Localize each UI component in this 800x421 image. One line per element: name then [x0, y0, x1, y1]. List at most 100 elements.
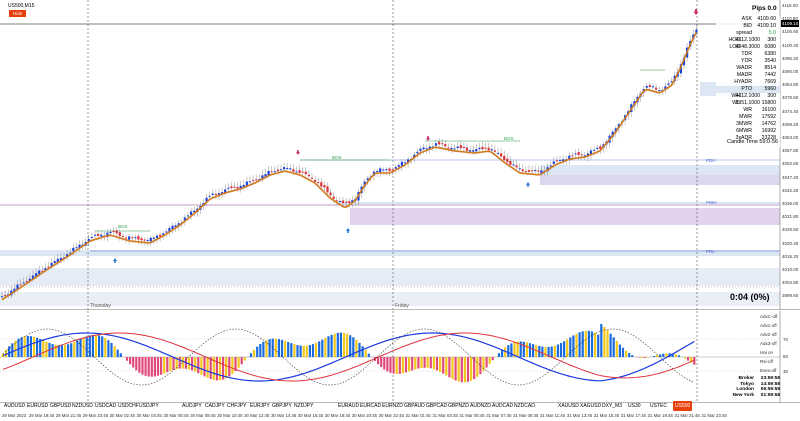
time-tick: 31 Mar 21:45: [674, 413, 700, 418]
histogram-bar: [652, 356, 656, 357]
symbol-button-chfjpy[interactable]: CHFJPY: [227, 403, 247, 409]
histogram-bar: [640, 357, 643, 358]
symbol-button-audcad[interactable]: AUDCAD: [492, 403, 514, 409]
symbol-button-audnzd[interactable]: AUDNZD: [470, 403, 491, 409]
candle: [134, 237, 137, 239]
histogram-bar: [129, 357, 132, 365]
symbol-button-usdcad[interactable]: USDCAD: [95, 403, 117, 409]
time-tick: 30 Mar 08:45: [190, 413, 216, 418]
histogram-bar: [448, 357, 451, 378]
blue-zone: [540, 165, 780, 175]
symbol-button-gbpcad[interactable]: GBPCAD: [426, 403, 448, 409]
symbol-button-eurnzd[interactable]: EURNZD: [382, 403, 403, 409]
candle: [583, 155, 586, 157]
stat-row: 3MWR 14762: [716, 121, 780, 128]
time-tick: 31 Mar 15:45: [593, 413, 620, 418]
histogram-bar: [414, 357, 417, 370]
candle: [658, 90, 661, 92]
indicator-toggle[interactable]: Adx2-off: [760, 332, 777, 337]
histogram-bar: [432, 357, 435, 370]
symbol-button-us500[interactable]: US500: [673, 401, 693, 411]
histogram-bar: [612, 337, 615, 357]
candle: [376, 171, 379, 173]
symbol-button-gbpusd[interactable]: GBPUSD: [50, 403, 72, 409]
stat-value-2: 15800: [761, 100, 776, 106]
histogram-bar: [556, 344, 559, 357]
histogram-bar: [63, 344, 67, 357]
indicator-toggle[interactable]: Evex-off: [760, 368, 777, 373]
candle: [366, 178, 369, 181]
hide-button[interactable]: Hide: [9, 10, 27, 17]
indicator-toggle[interactable]: AdxC-off: [760, 314, 778, 319]
symbol-button-usdchf[interactable]: USDCHF: [118, 403, 139, 409]
histogram-bar: [20, 337, 23, 357]
histogram-bar: [11, 343, 14, 357]
symbol-button-gbpaud[interactable]: GBPAUD: [404, 403, 425, 409]
histogram-bar: [563, 341, 566, 357]
stat-value: 16100: [761, 107, 776, 113]
symbol-button-ustec[interactable]: USTEC: [650, 403, 667, 409]
symbol-button-eurcad[interactable]: EURCAD: [360, 403, 382, 409]
indicator-toggle[interactable]: Adx1-off: [760, 323, 777, 328]
stat-value: 6380: [764, 51, 776, 57]
symbol-button-eurjpy[interactable]: EURJPY: [250, 403, 270, 409]
stat-value-2: 6080: [764, 44, 776, 50]
histogram-bar: [218, 357, 222, 381]
indicator-window[interactable]: [0, 311, 800, 403]
price-chart[interactable]: [0, 0, 800, 310]
histogram-bar: [150, 357, 153, 377]
symbol-button-nzdcad[interactable]: NZDCAD: [514, 403, 535, 409]
price-tick: 3999.60: [782, 293, 799, 299]
candle: [131, 237, 134, 239]
candle: [484, 147, 487, 149]
symbol-button-dxy_m3[interactable]: DXY_M3: [602, 403, 623, 409]
candle: [295, 171, 298, 173]
symbol-button-us30[interactable]: US30: [628, 403, 641, 409]
candle: [434, 143, 438, 146]
histogram-bar: [460, 357, 463, 383]
symbol-button-gbpnzd[interactable]: GBPNZD: [448, 403, 469, 409]
ind-level-50: 50: [783, 354, 789, 359]
histogram-bar: [265, 340, 268, 357]
clock-time: 14:59:58: [760, 381, 780, 387]
stat-key: WADR: [736, 65, 752, 71]
candle: [574, 153, 577, 155]
indicator-toggle[interactable]: Rsi-off: [760, 359, 773, 364]
candle: [4, 295, 7, 297]
symbol-button-usdjpy[interactable]: USDJPY: [139, 403, 159, 409]
histogram-bar: [243, 357, 246, 361]
candle: [552, 161, 555, 164]
histogram-bar: [488, 357, 491, 364]
symbol-button-cadjpy[interactable]: CADJPY: [205, 403, 225, 409]
histogram-bar: [327, 336, 330, 357]
candle: [348, 201, 351, 203]
stat-key: WL: [732, 100, 740, 106]
candle: [385, 169, 388, 171]
candle: [397, 165, 400, 167]
symbol-button-xagusd[interactable]: XAGUSD: [580, 403, 602, 409]
candle: [469, 150, 472, 152]
candle: [50, 262, 53, 267]
candle: [261, 175, 264, 180]
symbol-button-nzdjpy[interactable]: NZDJPY: [294, 403, 314, 409]
candle: [379, 168, 382, 173]
histogram-bar: [643, 357, 646, 358]
candle: [292, 169, 295, 172]
time-tick: 31 Mar 11:45: [540, 413, 566, 418]
candle: [531, 170, 534, 172]
symbol-button-eurusd[interactable]: EURUSD: [27, 403, 49, 409]
symbol-button-euraud[interactable]: EURAUD: [338, 403, 360, 409]
symbol-button-nzdusd[interactable]: NZDUSD: [72, 403, 93, 409]
stat-row: MWR 17592: [716, 114, 780, 121]
symbol-button-audusd[interactable]: AUDUSD: [4, 403, 26, 409]
indicator-toggle[interactable]: Hai on: [760, 350, 774, 355]
symbol-button-gbpjpy[interactable]: GBPJPY: [272, 403, 292, 409]
symbol-button-xauusd[interactable]: XAUUSD: [558, 403, 579, 409]
histogram-bar: [625, 350, 628, 357]
price-tick: 4015.20: [782, 253, 799, 259]
symbol-button-audjpy[interactable]: AUDJPY: [182, 403, 202, 409]
histogram-bar: [473, 357, 476, 380]
indicator-toggle[interactable]: Adx3-off: [760, 341, 777, 346]
candle: [177, 223, 180, 227]
bos-label: BOS: [504, 136, 514, 141]
